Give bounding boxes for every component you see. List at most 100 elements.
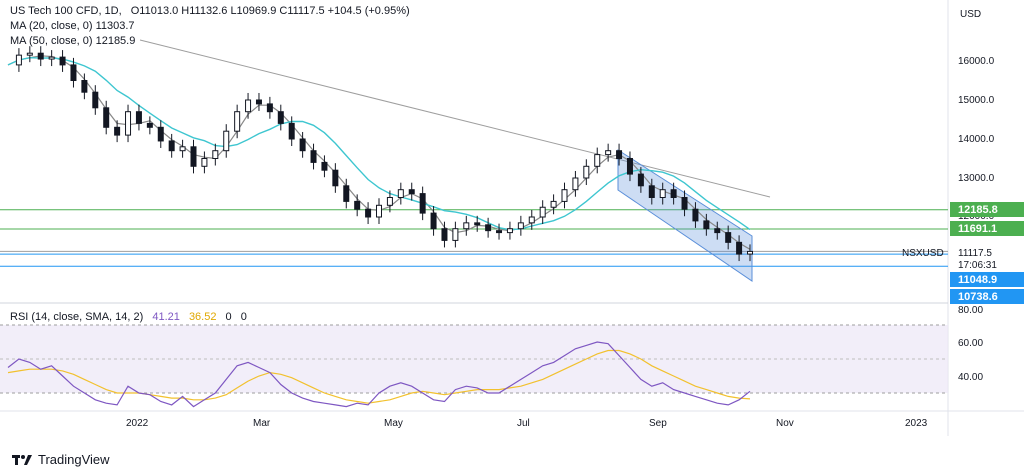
candle-body xyxy=(234,111,241,132)
candle-body xyxy=(648,185,655,199)
rsi-value: 41.21 xyxy=(152,311,180,323)
brand[interactable]: TradingView xyxy=(12,452,110,467)
candlesticks xyxy=(15,46,753,262)
level-tag-4 xyxy=(950,289,1024,304)
level-tag-3-text: 11048.9 xyxy=(958,274,997,286)
candle-body xyxy=(506,228,513,234)
candle-body xyxy=(288,122,295,140)
candle-body xyxy=(397,189,404,198)
candle-body xyxy=(605,150,612,156)
candle-body xyxy=(354,200,361,210)
candle-body xyxy=(747,250,753,255)
candle-body xyxy=(179,146,186,152)
candle-body xyxy=(714,228,721,234)
candle-body xyxy=(299,138,306,152)
candle-body xyxy=(81,80,88,93)
candle-body xyxy=(15,54,22,66)
ma50-legend[interactable]: MA (50, close, 0) 12185.9 xyxy=(10,35,136,47)
xlabel-2022: 2022 xyxy=(126,418,149,429)
xlabel-jul: Jul xyxy=(517,418,530,429)
level-tag-3 xyxy=(950,272,1024,287)
candle-body xyxy=(114,126,121,136)
candle-body xyxy=(616,150,623,159)
candle-body xyxy=(245,99,252,113)
rsi-zero-1: 0 xyxy=(225,311,232,323)
tradingview-logo-icon xyxy=(12,454,32,465)
candle-body xyxy=(725,232,732,243)
candle-body xyxy=(583,165,590,179)
candle-body xyxy=(70,64,77,82)
candle-body xyxy=(408,189,415,195)
candle-body xyxy=(441,228,448,241)
tick-13000: 13000.0 xyxy=(958,173,995,184)
current-price: 11117.5 xyxy=(958,248,992,259)
xlabel-may: May xyxy=(384,418,403,429)
candle-body xyxy=(157,126,164,142)
xlabel-sep: Sep xyxy=(649,418,667,429)
candle-body xyxy=(135,111,142,124)
rsi-lines xyxy=(7,341,751,408)
level-tag-4-text: 10738.6 xyxy=(958,291,998,303)
countdown: 17:06:31 xyxy=(958,260,997,271)
candle-body xyxy=(736,241,743,255)
long-term-trendline xyxy=(139,39,771,198)
candle-body xyxy=(48,56,55,60)
candle-body xyxy=(59,56,66,66)
candle-body xyxy=(212,150,219,159)
candle-body xyxy=(681,197,688,210)
candle-body xyxy=(146,122,153,128)
candle-body xyxy=(670,189,677,198)
rsi-line xyxy=(7,341,751,408)
rsi-tick-60: 60.00 xyxy=(958,338,983,349)
candle-body xyxy=(528,216,535,224)
candle-body xyxy=(626,158,633,175)
candle-body xyxy=(637,173,644,187)
level-tag-1-text: 12185.8 xyxy=(958,204,998,216)
xlabel-2023: 2023 xyxy=(905,418,928,429)
candle-body xyxy=(223,130,230,152)
tick-16000: 16000.0 xyxy=(958,56,995,67)
candle-body xyxy=(485,224,492,232)
candle-body xyxy=(703,220,710,230)
candle-body xyxy=(201,158,208,167)
rsi-tick-40: 40.00 xyxy=(958,372,983,383)
tick-15000: 15000.0 xyxy=(958,95,995,106)
rsi-sma-value: 36.52 xyxy=(188,311,217,323)
level-tag-2-text: 11691.1 xyxy=(958,223,997,235)
candle-body xyxy=(452,228,459,241)
symbol-title[interactable]: US Tech 100 CFD, 1D, xyxy=(10,5,122,17)
support-resistance-levels xyxy=(0,209,948,267)
candle-body xyxy=(692,208,699,222)
header-row-1: US Tech 100 CFD, 1D, O11013.0 H11132.6 L… xyxy=(10,5,416,17)
candle-body xyxy=(594,154,601,167)
rsi-legend[interactable]: RSI (14, close, SMA, 14, 2) 41.21 36.52 … xyxy=(10,311,253,323)
candle-body xyxy=(365,208,372,218)
candle-body xyxy=(376,204,382,218)
tick-14000: 14000.0 xyxy=(958,134,995,145)
rsi-sma-line xyxy=(7,349,751,404)
candle-body xyxy=(517,222,524,230)
candle-body xyxy=(474,222,481,226)
candle-body xyxy=(190,146,197,167)
level-tag-2 xyxy=(950,221,1024,236)
candle-body xyxy=(266,103,273,113)
candle-body xyxy=(550,200,557,208)
xlabel-nov: Nov xyxy=(776,418,794,429)
brand-name: TradingView xyxy=(38,452,110,467)
candle-body xyxy=(561,189,568,202)
candle-body xyxy=(103,107,110,128)
level-tag-1 xyxy=(950,202,1024,217)
currency-label: USD xyxy=(960,9,981,20)
candle-body xyxy=(572,177,579,191)
candle-body xyxy=(92,91,99,109)
candle-body xyxy=(496,230,503,234)
candle-body xyxy=(125,111,132,136)
candle-body xyxy=(310,150,317,163)
rsi-title: RSI (14, close, SMA, 14, 2) xyxy=(10,311,144,323)
candle-body xyxy=(321,161,328,171)
candle-body xyxy=(255,99,262,105)
ohlc-values: O11013.0 H11132.6 L10969.9 C11117.5 +104… xyxy=(130,5,410,17)
ma20-legend[interactable]: MA (20, close, 0) 11303.7 xyxy=(10,20,135,32)
candle-body xyxy=(386,197,393,206)
